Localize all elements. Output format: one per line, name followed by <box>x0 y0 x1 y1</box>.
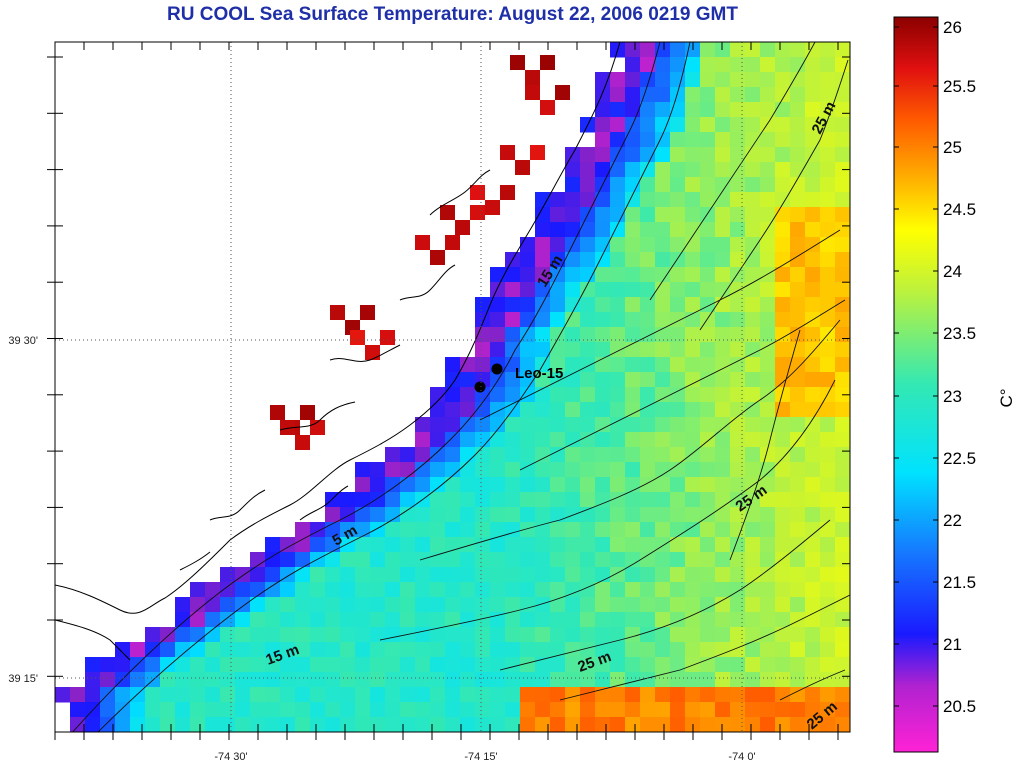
grid-lines <box>55 42 850 732</box>
map-plot-area: 25 m 15 m 5 m 15 m 25 m 25 m 25 m Leo-15 <box>47 41 851 740</box>
colorbar: 26 25.5 25 24.5 24 23.5 23 22.5 22 21.5 21 20.5 C° <box>893 16 1016 753</box>
lon-tick-label: -74 30' <box>214 751 247 763</box>
colorbar-tick-label: 25.5 <box>943 77 976 96</box>
colorbar-tick-label: 23 <box>943 387 962 406</box>
colorbar-tick-label: 23.5 <box>943 324 976 343</box>
lat-axis: 39 30' 39 15' <box>8 335 38 685</box>
colorbar-tick-label: 24.5 <box>943 200 976 219</box>
colorbar-tick-label: 20.5 <box>943 697 976 716</box>
lon-axis: -74 30' -74 15' -74 0' <box>214 751 755 763</box>
lon-tick-label: -74 0' <box>728 751 755 763</box>
station-label: Leo-15 <box>515 365 563 382</box>
lat-tick-label: 39 15' <box>8 673 38 685</box>
colorbar-tick-label: 22 <box>943 511 962 530</box>
colorbar-tick-label: 21.5 <box>943 573 976 592</box>
axis-ticks <box>47 42 850 740</box>
map-title: RU COOL Sea Surface Temperature: August … <box>167 4 738 25</box>
bathymetry-contours <box>72 42 850 732</box>
colorbar-tick-label: 26 <box>943 18 962 37</box>
colorbar-tick-label: 22.5 <box>943 449 976 468</box>
colorbar-unit: C° <box>997 388 1016 407</box>
station-marker <box>491 363 503 375</box>
station-marker <box>474 381 486 393</box>
colorbar-tick-label: 24 <box>943 262 962 281</box>
lon-tick-label: -74 15' <box>464 751 497 763</box>
lat-tick-label: 39 30' <box>8 335 38 347</box>
colorbar-tick-label: 25 <box>943 138 962 157</box>
coastline <box>55 42 621 661</box>
sst-raster <box>55 42 850 732</box>
colorbar-gradient <box>893 16 939 753</box>
station-leo-15: Leo-15 <box>474 363 563 393</box>
colorbar-tick-label: 21 <box>943 635 962 654</box>
